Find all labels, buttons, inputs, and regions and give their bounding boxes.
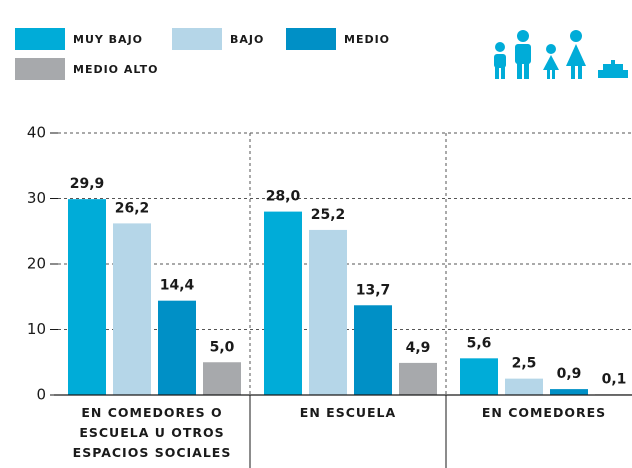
value-label: 5,0 — [210, 339, 235, 355]
value-label: 25,2 — [311, 207, 346, 223]
bar — [309, 229, 347, 395]
y-tick-label: 30 — [27, 189, 46, 207]
bar — [460, 358, 498, 395]
value-label: 2,5 — [512, 356, 537, 372]
value-label: 28,0 — [266, 189, 301, 205]
legend-swatch — [286, 28, 336, 50]
x-tick-label: EN COMEDORES — [481, 405, 607, 420]
legend-swatch — [15, 28, 65, 50]
y-tick-label: 20 — [27, 255, 46, 273]
y-tick-label: 10 — [27, 320, 46, 338]
legend-swatch — [172, 28, 222, 50]
legend-label: BAJO — [230, 33, 264, 46]
bar — [264, 211, 302, 395]
legend-label: MUY BAJO — [73, 33, 143, 46]
x-tick-label: EN ESCUELA — [299, 405, 397, 420]
x-tick-label: EN COMEDORES O ESCUELA U OTROS ESPACIOS … — [72, 405, 232, 460]
legend-label: MEDIO ALTO — [73, 63, 158, 76]
bar — [399, 362, 437, 395]
y-tick-label: 40 — [27, 124, 46, 142]
value-label: 4,9 — [406, 340, 431, 356]
value-label: 5,6 — [467, 335, 492, 351]
bar — [68, 199, 106, 395]
legend-label: MEDIO — [344, 33, 390, 46]
legend-swatch — [15, 58, 65, 80]
y-tick-label: 0 — [36, 386, 46, 404]
family-icons — [494, 30, 628, 79]
value-label: 14,4 — [160, 278, 195, 294]
bar — [354, 305, 392, 395]
bar — [550, 389, 588, 395]
bar — [505, 378, 543, 395]
bar — [203, 362, 241, 395]
value-label: 0,9 — [557, 366, 582, 382]
value-label: 26,2 — [115, 200, 150, 216]
bar — [158, 300, 196, 395]
value-label: 13,7 — [356, 282, 391, 298]
value-label: 29,9 — [70, 176, 105, 192]
bar — [113, 223, 151, 395]
value-label: 0,1 — [602, 371, 627, 387]
